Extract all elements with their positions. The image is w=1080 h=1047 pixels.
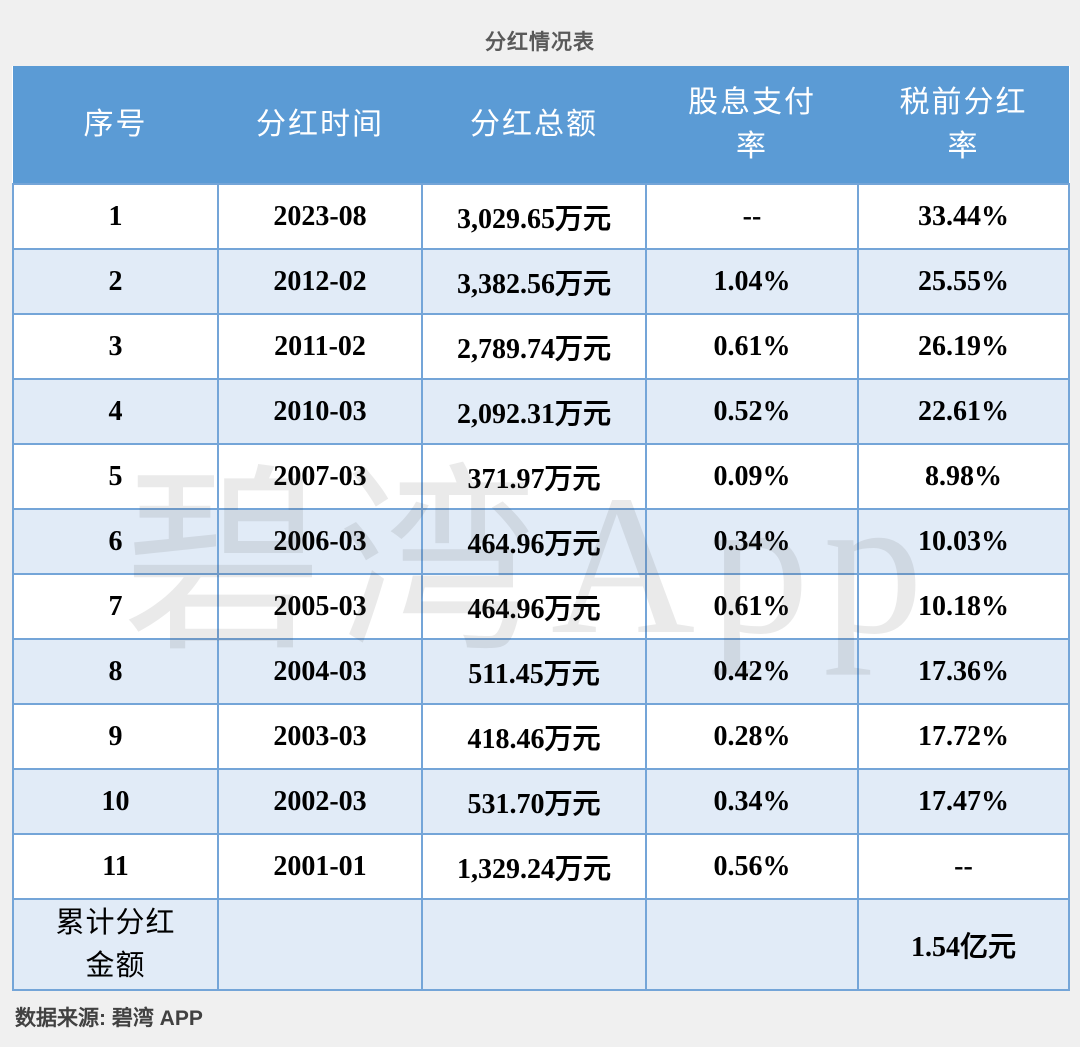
table-cell: 371.97万元 — [421, 443, 647, 510]
table-row: 1 2023-08 3,029.65万元 -- 33.44% — [12, 183, 1070, 250]
table-cell: 0.34% — [645, 768, 859, 835]
table-cell: 2011-02 — [217, 313, 423, 380]
table-cell: 0.61% — [645, 313, 859, 380]
table-header: 序号 分红时间 分红总额 股息支付率 税前分红率 — [13, 66, 1069, 184]
table-row: 3 2011-02 2,789.74万元 0.61% 26.19% — [12, 313, 1070, 380]
dividend-table: 序号 分红时间 分红总额 股息支付率 税前分红率 1 2023-08 3,029.65万元 -… — [12, 66, 1070, 991]
table-cell: 17.72% — [857, 703, 1070, 770]
table-cell: 3 — [12, 313, 219, 380]
table-cell: 2006-03 — [217, 508, 423, 575]
table-cell: 3,382.56万元 — [421, 248, 647, 315]
table-cell: 511.45万元 — [421, 638, 647, 705]
column-header-1: 序号 — [13, 66, 218, 184]
table-row: 7 2005-03 464.96万元 0.61% 10.18% — [12, 573, 1070, 640]
table-cell: 0.42% — [645, 638, 859, 705]
table-cell: 11 — [12, 833, 219, 900]
table-row: 11 2001-01 1,329.24万元 0.56% -- — [12, 833, 1070, 900]
table-row: 6 2006-03 464.96万元 0.34% 10.03% — [12, 508, 1070, 575]
data-source-label: 数据来源: 碧湾 APP — [15, 1007, 203, 1030]
summary-empty-cell — [217, 898, 423, 991]
table-cell: 2001-01 — [217, 833, 423, 900]
table-body: 1 2023-08 3,029.65万元 -- 33.44% 2 2012-02 3,382.… — [12, 183, 1070, 991]
table-cell: 0.56% — [645, 833, 859, 900]
summary-label: 累计分红金额 — [12, 898, 219, 991]
table-cell: 4 — [12, 378, 219, 445]
summary-row: 累计分红金额 1.54亿元 — [12, 898, 1070, 991]
table-cell: 9 — [12, 703, 219, 770]
table-cell: -- — [645, 183, 859, 250]
table-cell: 2 — [12, 248, 219, 315]
table-cell: 2003-03 — [217, 703, 423, 770]
table-cell: 0.52% — [645, 378, 859, 445]
table-cell: 1.04% — [645, 248, 859, 315]
table-cell: 464.96万元 — [421, 508, 647, 575]
table-cell: 0.34% — [645, 508, 859, 575]
table-cell: 10.03% — [857, 508, 1070, 575]
dividend-table-container: 序号 分红时间 分红总额 股息支付率 税前分红率 1 2023-08 3,029.65万元 -… — [12, 66, 1070, 991]
table-cell: 2012-02 — [217, 248, 423, 315]
table-cell: 10.18% — [857, 573, 1070, 640]
column-header-5: 税前分红率 — [858, 66, 1069, 184]
table-cell: 2007-03 — [217, 443, 423, 510]
table-row: 8 2004-03 511.45万元 0.42% 17.36% — [12, 638, 1070, 705]
table-cell: 17.36% — [857, 638, 1070, 705]
table-cell: 464.96万元 — [421, 573, 647, 640]
table-cell: 418.46万元 — [421, 703, 647, 770]
table-cell: 1,329.24万元 — [421, 833, 647, 900]
table-row: 2 2012-02 3,382.56万元 1.04% 25.55% — [12, 248, 1070, 315]
table-row: 9 2003-03 418.46万元 0.28% 17.72% — [12, 703, 1070, 770]
table-cell: 2005-03 — [217, 573, 423, 640]
table-cell: 2010-03 — [217, 378, 423, 445]
table-cell: 10 — [12, 768, 219, 835]
table-cell: 33.44% — [857, 183, 1070, 250]
table-cell: 8 — [12, 638, 219, 705]
summary-empty-cell — [645, 898, 859, 991]
summary-empty-cell — [421, 898, 647, 991]
table-cell: 8.98% — [857, 443, 1070, 510]
table-cell: 6 — [12, 508, 219, 575]
table-cell: 2004-03 — [217, 638, 423, 705]
table-cell: 0.61% — [645, 573, 859, 640]
table-cell: 2,092.31万元 — [421, 378, 647, 445]
table-row: 4 2010-03 2,092.31万元 0.52% 22.61% — [12, 378, 1070, 445]
table-cell: 22.61% — [857, 378, 1070, 445]
column-header-4: 股息支付率 — [646, 66, 858, 184]
table-cell: 26.19% — [857, 313, 1070, 380]
table-cell: 531.70万元 — [421, 768, 647, 835]
page-title: 分红情况表 — [485, 31, 595, 54]
table-cell: 2,789.74万元 — [421, 313, 647, 380]
table-header-row: 序号 分红时间 分红总额 股息支付率 税前分红率 — [13, 66, 1069, 184]
summary-total-value: 1.54亿元 — [857, 898, 1070, 991]
table-cell: 2002-03 — [217, 768, 423, 835]
table-cell: 25.55% — [857, 248, 1070, 315]
table-row: 10 2002-03 531.70万元 0.34% 17.47% — [12, 768, 1070, 835]
table-cell: 0.09% — [645, 443, 859, 510]
table-cell: 17.47% — [857, 768, 1070, 835]
table-cell: 7 — [12, 573, 219, 640]
column-header-3: 分红总额 — [422, 66, 646, 184]
table-cell: 3,029.65万元 — [421, 183, 647, 250]
table-cell: 2023-08 — [217, 183, 423, 250]
table-cell: -- — [857, 833, 1070, 900]
table-row: 5 2007-03 371.97万元 0.09% 8.98% — [12, 443, 1070, 510]
table-cell: 0.28% — [645, 703, 859, 770]
table-cell: 5 — [12, 443, 219, 510]
table-cell: 1 — [12, 183, 219, 250]
column-header-2: 分红时间 — [218, 66, 422, 184]
